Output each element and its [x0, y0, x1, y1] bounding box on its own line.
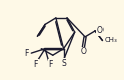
- Text: F: F: [49, 60, 53, 69]
- Text: F: F: [25, 49, 29, 58]
- Text: O: O: [97, 26, 103, 35]
- Text: O: O: [80, 47, 86, 56]
- Text: F: F: [34, 60, 38, 69]
- Text: CH₃: CH₃: [104, 37, 117, 43]
- Text: S: S: [61, 59, 66, 68]
- Text: O: O: [97, 26, 103, 35]
